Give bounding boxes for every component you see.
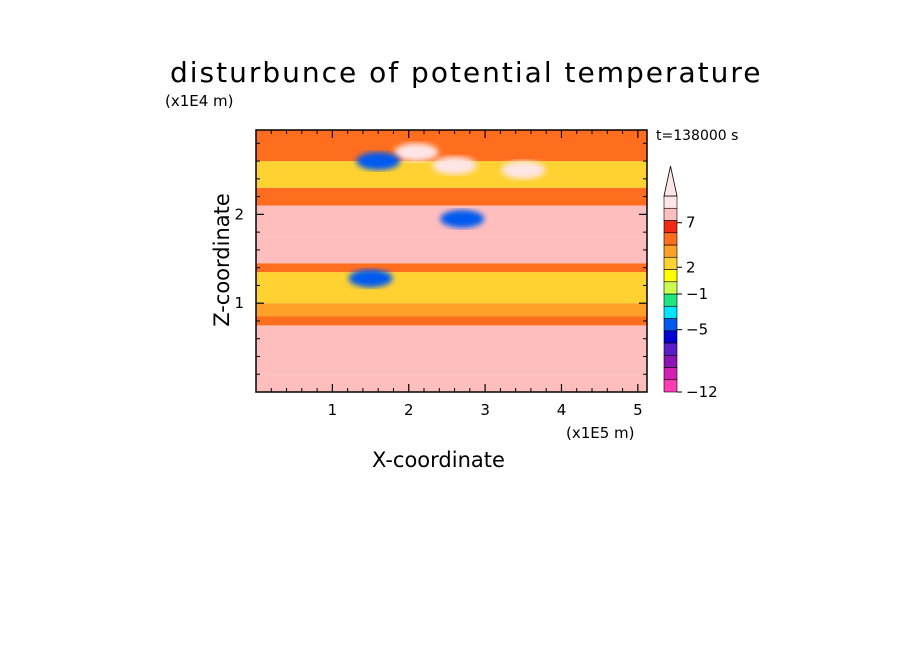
colorbar-swatch-3 <box>663 342 678 356</box>
colorbar-swatch-9 <box>663 269 678 283</box>
contour-band-10 <box>256 130 647 162</box>
colorbar-swatch-11 <box>663 244 678 258</box>
plot-frame <box>255 129 648 393</box>
colorbar-label-1: −5 <box>686 321 708 339</box>
colorbar-swatch-14 <box>663 207 678 221</box>
contour-feature-3 <box>356 152 401 171</box>
contour-feature-4 <box>440 209 485 228</box>
time-label: t=138000 s <box>656 128 739 144</box>
axes: 1 2 3 4 5 1 2 <box>234 130 647 419</box>
contour-feature-1 <box>432 156 477 175</box>
colorbar-swatch-2 <box>663 354 678 368</box>
contour-band-5 <box>256 263 647 273</box>
x-scale-label: (x1E5 m) <box>566 424 635 442</box>
colorbar-swatch-8 <box>663 281 678 295</box>
x-tick-label-1: 1 <box>328 401 338 419</box>
colorbar: −12−5−127 <box>663 165 718 401</box>
y-scale-label: (x1E4 m) <box>165 92 234 110</box>
x-tick-label-5: 5 <box>633 401 643 419</box>
colorbar-label-0: −12 <box>686 383 718 401</box>
contour-band-4 <box>256 272 647 304</box>
colorbar-swatch-15 <box>663 195 678 209</box>
contour-band-6 <box>256 236 647 264</box>
x-tick-label-2: 2 <box>404 401 414 419</box>
colorbar-swatch-4 <box>663 330 678 344</box>
y-tick-label-1: 1 <box>234 294 244 312</box>
y-tick-label-2: 2 <box>234 205 244 223</box>
contour-band-2 <box>256 316 647 326</box>
colorbar-swatch-6 <box>663 305 678 319</box>
colorbar-swatch-0 <box>663 379 678 393</box>
contour-feature-5 <box>348 269 393 288</box>
colorbar-swatch-12 <box>663 232 678 246</box>
colorbar-swatch-1 <box>663 367 678 381</box>
x-tick-label-4: 4 <box>557 401 567 419</box>
colorbar-swatch-7 <box>663 293 678 307</box>
colorbar-label-2: −1 <box>686 285 708 303</box>
contour-band-3 <box>256 303 647 317</box>
colorbar-swatch-5 <box>663 318 678 332</box>
colorbar-swatch-10 <box>663 256 678 270</box>
contour-band-1 <box>256 325 647 375</box>
contour-band-0 <box>256 374 647 392</box>
colorbar-label-3: 2 <box>686 258 696 276</box>
colorbar-swatch-13 <box>663 220 678 234</box>
chart-title: disturbunce of potential temperature <box>170 56 763 89</box>
x-tick-label-3: 3 <box>480 401 490 419</box>
contour-feature-0 <box>394 143 439 162</box>
plot-area <box>256 130 647 392</box>
x-axis-label: X-coordinate <box>372 448 505 472</box>
colorbar-extend-arrow <box>663 165 678 197</box>
colorbar-label-4: 7 <box>686 214 696 232</box>
contour-band-8 <box>256 187 647 206</box>
contour-feature-2 <box>501 160 546 179</box>
